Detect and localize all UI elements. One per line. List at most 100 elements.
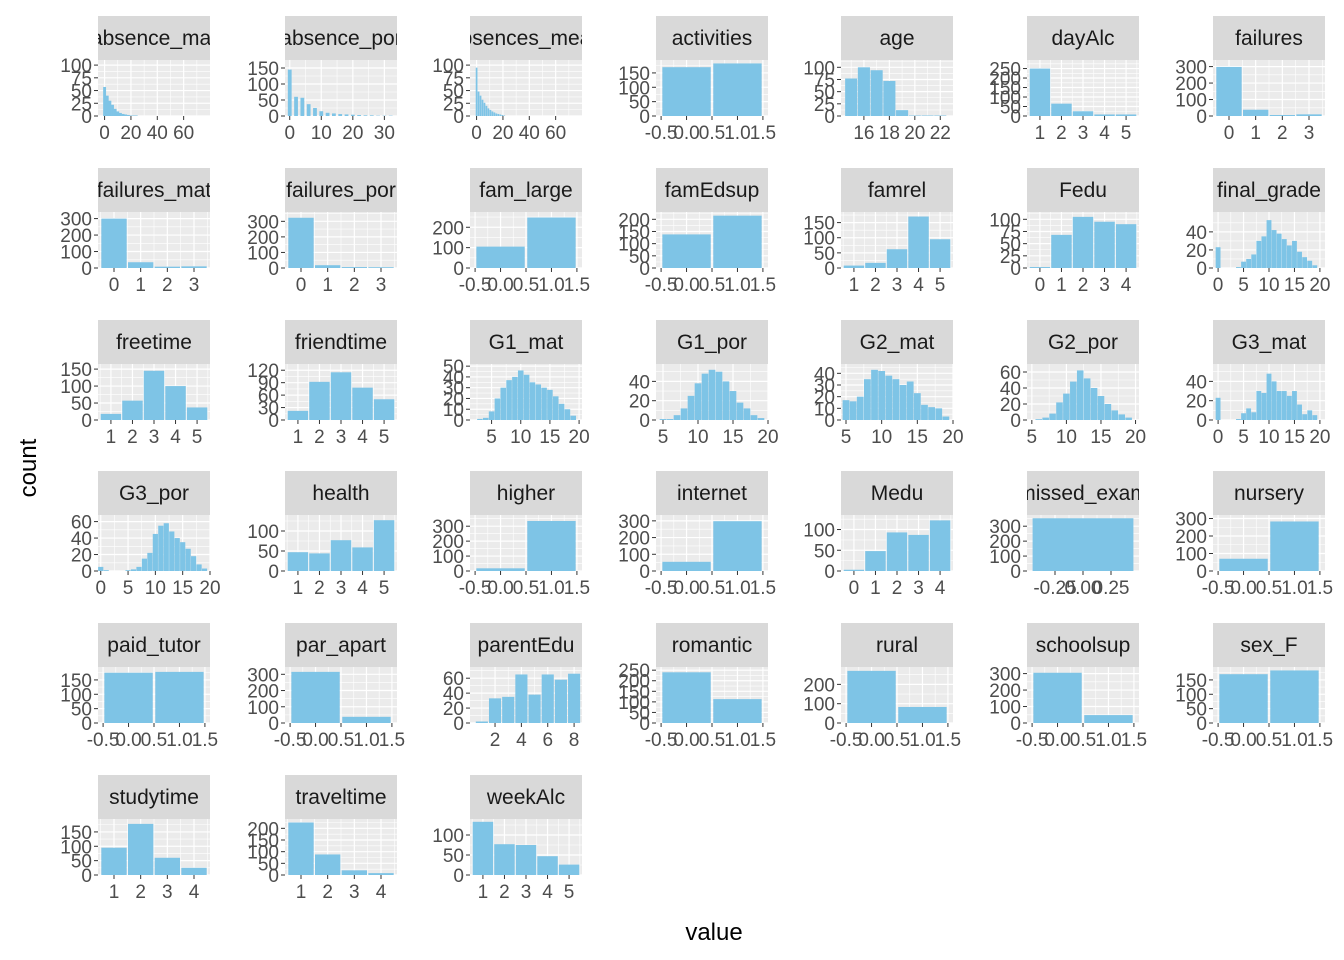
y-tick-label: 90 xyxy=(258,374,279,395)
bar xyxy=(1090,388,1098,420)
bar xyxy=(1286,245,1292,268)
y-tick-label: 50 xyxy=(258,91,279,112)
x-tick-label: 1 xyxy=(870,578,881,599)
bar xyxy=(373,520,395,571)
bar xyxy=(713,521,762,571)
bar xyxy=(1216,66,1242,116)
bar xyxy=(495,113,498,116)
bar xyxy=(309,553,330,571)
x-tick-label: 3 xyxy=(349,882,360,903)
bars xyxy=(843,216,951,268)
facet-strip xyxy=(98,775,210,819)
y-tick-label: 75 xyxy=(814,70,835,91)
bar xyxy=(847,670,896,723)
y-tick-label: 300 xyxy=(247,665,279,686)
bar xyxy=(529,382,536,420)
bar xyxy=(309,381,330,420)
facet-strip xyxy=(1213,16,1325,60)
y-tick-label: 0 xyxy=(453,259,464,280)
bar xyxy=(481,99,484,116)
facet-strip xyxy=(656,168,768,212)
x-tick-label: 3 xyxy=(1078,123,1089,144)
y-tick-label: 60 xyxy=(258,386,279,407)
y-tick-label: 0 xyxy=(453,562,464,583)
bar xyxy=(1266,220,1272,268)
x-tick-label: 0.0 xyxy=(487,275,513,296)
y-tick-label: 40 xyxy=(443,684,464,705)
bar xyxy=(499,114,502,116)
bar xyxy=(121,113,125,116)
bar xyxy=(352,547,373,571)
y-tick-label: 75 xyxy=(1000,222,1021,243)
bars xyxy=(472,821,580,875)
x-tick-label: 1 xyxy=(296,882,307,903)
bar xyxy=(1033,672,1082,723)
x-tick-label: 0.5 xyxy=(1070,730,1096,751)
bars xyxy=(475,673,581,723)
x-tick-label: 5 xyxy=(1027,427,1038,448)
y-tick-label: 0 xyxy=(639,259,650,280)
x-tick-label: 5 xyxy=(935,275,946,296)
x-tick-label: 2 xyxy=(870,275,881,296)
bar xyxy=(921,404,928,420)
bar xyxy=(287,552,309,571)
x-tick-label: 0.5 xyxy=(699,578,725,599)
bar xyxy=(1261,392,1267,420)
x-tick-label: 1.0 xyxy=(538,275,564,296)
bar xyxy=(98,566,104,571)
bar xyxy=(503,115,506,116)
x-tick-label: 1.5 xyxy=(1307,578,1333,599)
facet-strip xyxy=(1213,623,1325,667)
x-tick-label: 0 xyxy=(296,275,307,296)
x-tick-label: 3 xyxy=(1304,123,1315,144)
x-tick-label: 22 xyxy=(930,123,951,144)
bar xyxy=(319,111,324,116)
bar xyxy=(201,568,208,571)
y-tick-label: 40 xyxy=(814,364,835,385)
bar xyxy=(181,266,207,268)
bar xyxy=(489,109,492,116)
facet-strip xyxy=(656,623,768,667)
bar xyxy=(929,520,951,571)
bar xyxy=(722,381,730,420)
facet-strip-label: failures_mat xyxy=(97,179,212,202)
y-tick-label: 0 xyxy=(639,562,650,583)
facet-strip xyxy=(841,16,953,60)
y-tick-label: 30 xyxy=(814,376,835,397)
x-tick-label: 2 xyxy=(322,882,333,903)
x-tick-label: 1.0 xyxy=(1281,730,1307,751)
x-tick-label: 2 xyxy=(135,882,146,903)
y-tick-label: 100 xyxy=(432,826,464,847)
bar xyxy=(662,561,711,571)
y-tick-label: 0 xyxy=(81,259,92,280)
x-tick-label: 0.5 xyxy=(141,730,167,751)
x-tick-label: 1 xyxy=(293,427,304,448)
bar xyxy=(103,86,107,116)
bar xyxy=(101,218,127,268)
bar xyxy=(483,102,486,116)
y-tick-label: 0 xyxy=(81,411,92,432)
bars xyxy=(1219,670,1319,723)
x-tick-label: 60 xyxy=(545,123,566,144)
bar xyxy=(357,115,362,116)
y-tick-label: 0 xyxy=(453,411,464,432)
bar xyxy=(1051,234,1072,268)
facet-strip xyxy=(1027,471,1139,515)
facet-strip-label: G2_mat xyxy=(860,331,935,354)
bars xyxy=(1215,220,1318,268)
bar xyxy=(673,415,681,420)
bar xyxy=(476,568,525,571)
y-tick-label: 100 xyxy=(247,75,279,96)
x-tick-label: 6 xyxy=(542,730,553,751)
y-tick-label: 0 xyxy=(453,714,464,735)
bar xyxy=(527,217,576,268)
bar xyxy=(479,95,482,116)
bar xyxy=(196,564,202,571)
